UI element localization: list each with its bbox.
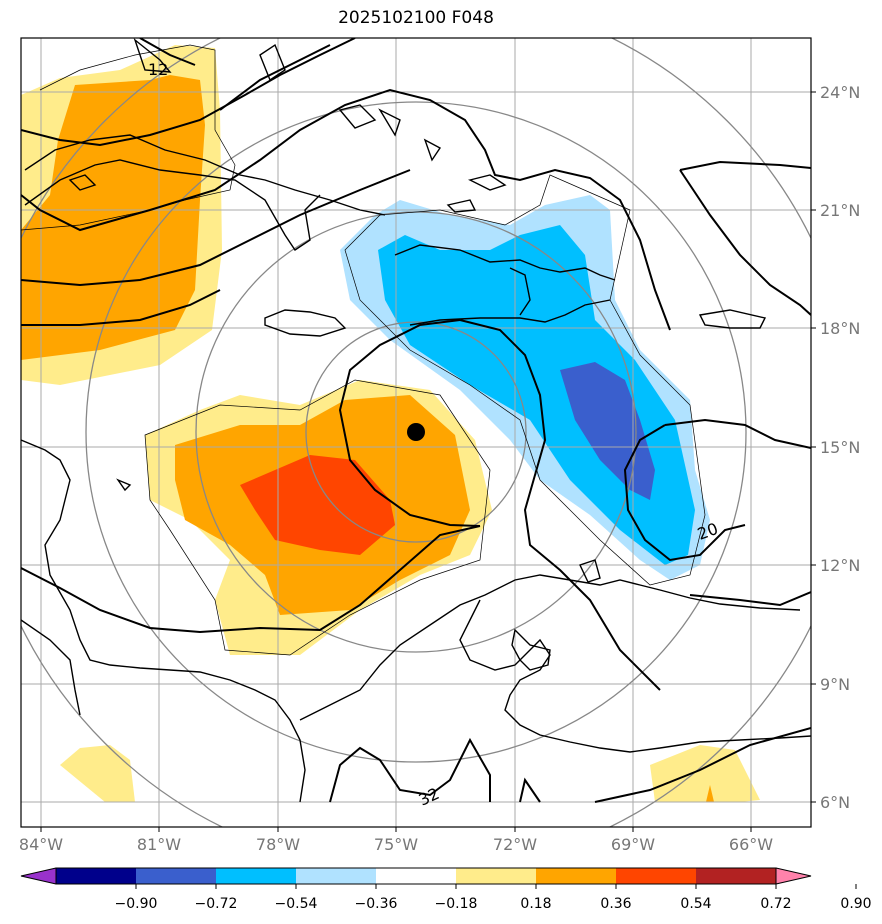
contour-label-12: 12 [148, 60, 168, 79]
lat-label-24n: 24°N [820, 83, 860, 102]
lon-label-69w: 69°W [611, 835, 655, 854]
map-title: 2025102100 F048 [338, 8, 494, 28]
lon-label-72w: 72°W [493, 835, 537, 854]
lat-label-12n: 12°N [820, 556, 860, 575]
map-plot-area: 12 20 32 [21, 38, 811, 827]
height-contours [21, 38, 811, 803]
coastlines [21, 38, 811, 803]
lon-label-75w: 75°W [374, 835, 418, 854]
lon-label-81w: 81°W [137, 835, 181, 854]
colorbar-segment [376, 868, 457, 884]
colorbar-segment [56, 868, 137, 884]
colorbar-tick-label: 0.90 [840, 896, 871, 912]
colorbar-tick-label: 0.72 [760, 896, 791, 912]
latitude-labels: 24°N 21°N 18°N 15°N 12°N 9°N 6°N [811, 83, 860, 812]
colorbar-segment [696, 868, 777, 884]
storm-center-marker [407, 423, 425, 441]
lat-label-18n: 18°N [820, 319, 860, 338]
colorbar-tick-label: −0.18 [435, 896, 478, 912]
colorbar-frame [55, 867, 777, 885]
colorbar-tick-label: 0.54 [680, 896, 711, 912]
colorbar-segment [616, 868, 697, 884]
colorbar-tick-label: 0.36 [600, 896, 631, 912]
lon-label-78w: 78°W [256, 835, 300, 854]
negative-anomaly-fill [340, 195, 710, 580]
map-frame [20, 37, 812, 828]
lat-label-6n: 6°N [820, 793, 850, 812]
colorbar-extend-low [21, 868, 56, 884]
colorbar-extend-high [776, 868, 811, 884]
lat-label-15n: 15°N [820, 438, 860, 457]
colorbar-tick-label: 0.18 [520, 896, 551, 912]
longitude-labels: 84°W 81°W 78°W 75°W 72°W 69°W 66°W [19, 827, 773, 854]
lon-label-84w: 84°W [19, 835, 63, 854]
lon-label-66w: 66°W [729, 835, 773, 854]
colorbar-segment [536, 868, 617, 884]
colorbar-segment [216, 868, 297, 884]
colorbar-segment [456, 868, 537, 884]
colorbar-segment [296, 868, 377, 884]
graticule [21, 38, 811, 827]
colorbar-tick-label: −0.72 [195, 896, 238, 912]
colorbar: −0.90 −0.72 −0.54 −0.36 −0.18 0.18 0.36 0.54 0.7… [20, 867, 872, 912]
lat-label-9n: 9°N [820, 675, 850, 694]
colorbar-segment [136, 868, 217, 884]
lat-label-21n: 21°N [820, 201, 860, 220]
colorbar-tick-label: −0.90 [115, 896, 158, 912]
colorbar-tick-label: −0.36 [355, 896, 398, 912]
colorbar-tick-label: −0.54 [275, 896, 318, 912]
